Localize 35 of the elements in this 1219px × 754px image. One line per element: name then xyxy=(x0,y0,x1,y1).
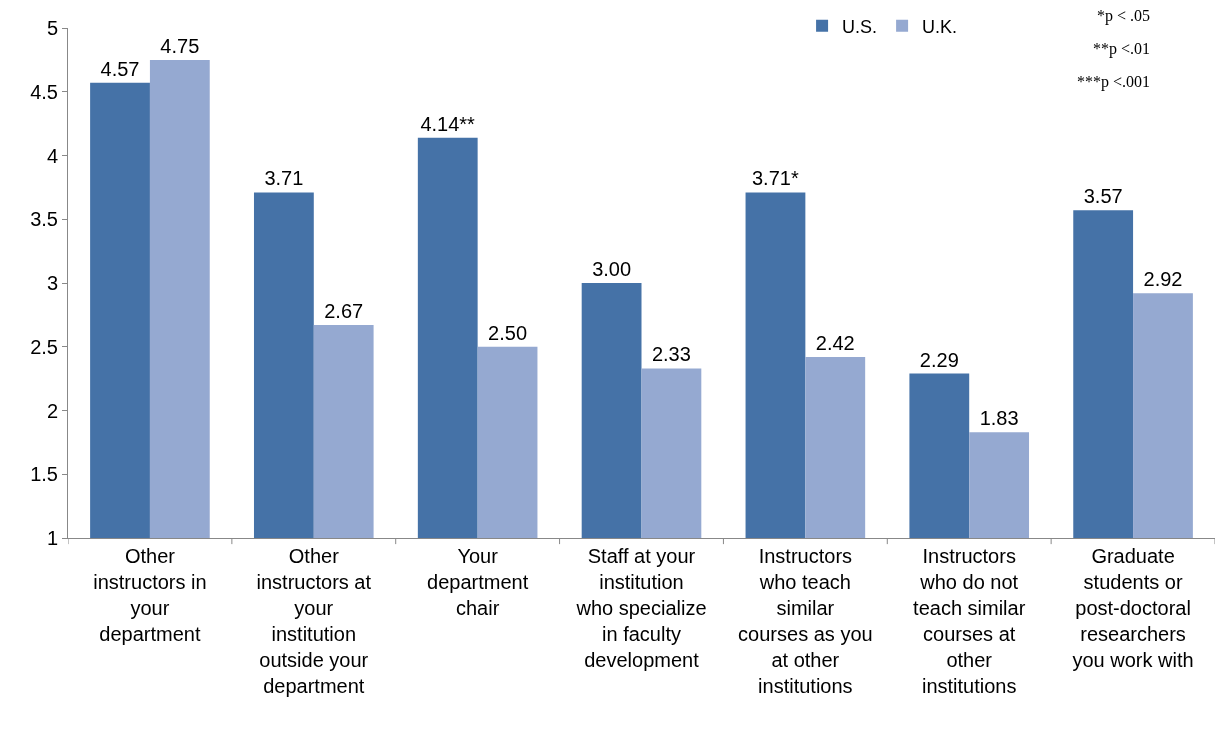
y-tick-label: 3.5 xyxy=(30,208,58,231)
y-tick-label: 4 xyxy=(46,144,58,167)
data-label: 2.67 xyxy=(324,300,364,323)
text: *p < .05 xyxy=(1097,7,1151,25)
x-tick-label: Instructors who teach similar courses as you at other institutions xyxy=(738,545,873,697)
data-label: 2.92 xyxy=(1143,268,1183,291)
data-label: 3.71* xyxy=(751,167,799,190)
y-tick-label: 2.5 xyxy=(30,335,58,358)
x-tick-label: Staff at your institution who specialize in faculty development xyxy=(575,545,707,671)
data-label: 2.50 xyxy=(488,321,528,344)
x-tick-label: Other instructors at your institution outside your department xyxy=(256,545,372,697)
x-tick-label: Your department chair xyxy=(427,545,529,619)
data-label: 2.33 xyxy=(651,343,691,366)
y-tick-label: 1.5 xyxy=(30,463,58,486)
y-tick-label: 3 xyxy=(46,272,58,294)
data-label: 2.29 xyxy=(919,348,959,371)
data-label: 4.75 xyxy=(160,34,200,57)
x-tick-label: Graduate students or post-doctoral researchers you work with xyxy=(1072,545,1194,671)
y-tick-label: 4.5 xyxy=(30,80,58,103)
legend-label: U.S. xyxy=(842,16,878,37)
data-label: 1.83 xyxy=(979,407,1019,430)
data-label: 3.00 xyxy=(592,258,632,280)
y-tick-label: 1 xyxy=(46,527,58,549)
data-label: 3.71 xyxy=(264,167,304,190)
y-tick-label: 5 xyxy=(46,17,58,39)
data-label: 4.14** xyxy=(420,112,476,135)
annotation: **p <.01 xyxy=(1093,40,1151,58)
x-tick-label: Other instructors in your department xyxy=(93,545,207,645)
data-label: 2.42 xyxy=(815,331,855,354)
data-label: 4.57 xyxy=(100,57,140,80)
annotation: ***p <.001 xyxy=(1077,73,1151,91)
data-label: 3.57 xyxy=(1083,185,1123,208)
legend-label: U.K. xyxy=(922,16,958,37)
x-tick-label: Instructors who do not teach similar courses at other institutions xyxy=(913,545,1026,697)
y-tick-label: 2 xyxy=(46,399,58,422)
